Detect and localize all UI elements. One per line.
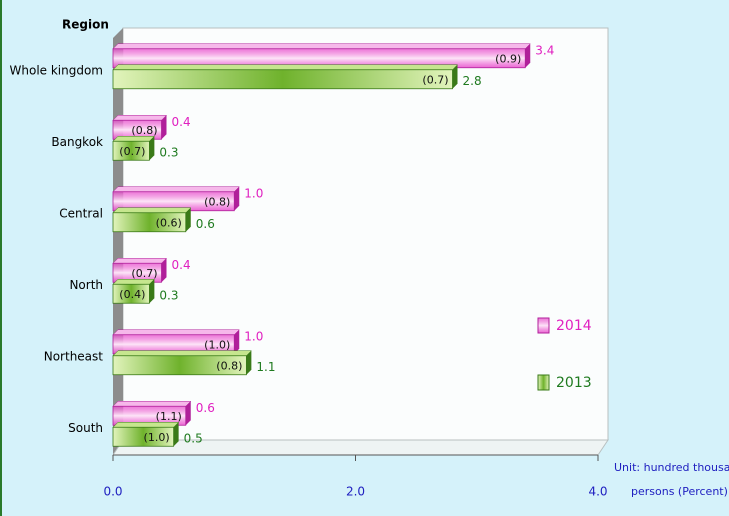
bar-top: [112, 401, 192, 407]
bar-top: [112, 350, 252, 356]
percent-label: (1.1): [156, 410, 182, 423]
bar-side: [161, 115, 167, 140]
bar-top: [112, 329, 240, 335]
side-wall: [113, 28, 123, 455]
bar-top: [112, 186, 240, 192]
percent-label: (1.0): [204, 338, 230, 351]
value-label: 3.4: [535, 43, 554, 57]
percent-label: (0.8): [131, 124, 157, 137]
y-tick-label: Bangkok: [51, 135, 103, 149]
bar-top: [112, 258, 168, 264]
value-label: 0.3: [159, 288, 178, 302]
percent-label: (0.8): [204, 195, 230, 208]
bar-top: [112, 115, 168, 121]
percent-label: (0.8): [216, 359, 242, 372]
value-label: 1.0: [244, 186, 263, 200]
percent-label: (0.9): [495, 52, 521, 65]
value-label: 0.4: [172, 258, 191, 272]
value-label: 2.8: [463, 74, 482, 88]
bar-side: [525, 43, 531, 68]
bar-side: [452, 64, 458, 89]
bar-top: [112, 136, 155, 142]
y-tick-label: Northeast: [44, 349, 104, 363]
percent-label: (1.0): [144, 431, 170, 444]
value-label: 1.1: [256, 360, 275, 374]
bar-side: [149, 279, 155, 304]
value-label: 0.5: [184, 431, 203, 445]
percent-label: (0.7): [119, 145, 145, 158]
value-label: 0.6: [196, 217, 215, 231]
y-tick-label: Central: [59, 206, 103, 220]
bar-side: [246, 350, 252, 375]
unit-note: persons (Percent): [631, 485, 728, 498]
bar-side: [161, 258, 167, 283]
bar-side: [234, 329, 240, 354]
y-tick-label: North: [69, 278, 103, 292]
percent-label: (0.7): [422, 73, 448, 86]
percent-label: (0.6): [156, 216, 182, 229]
bar-side: [149, 136, 155, 161]
y-tick-label: South: [68, 421, 103, 435]
y-tick-label: Whole kingdom: [10, 63, 104, 77]
legend-swatch: [537, 317, 550, 334]
percent-label: (0.7): [131, 267, 157, 280]
bar-side: [185, 207, 191, 232]
bar-top: [112, 207, 192, 213]
x-tick-label: 0.0: [103, 485, 122, 499]
bar-side: [173, 422, 179, 447]
value-label: 0.3: [159, 145, 178, 159]
bar-top: [112, 279, 155, 285]
value-label: 1.0: [244, 329, 263, 343]
legend-swatch: [537, 374, 550, 391]
unit-note: Unit: hundred thousand: [614, 461, 729, 474]
value-label: 0.4: [172, 115, 191, 129]
bar-top: [112, 43, 531, 49]
legend-label: 2014: [556, 318, 592, 334]
percent-label: (0.4): [119, 288, 145, 301]
bar-top: [112, 422, 180, 428]
value-label: 0.6: [196, 401, 215, 415]
back-wall: [122, 27, 609, 441]
x-tick-label: 2.0: [346, 485, 365, 499]
legend-label: 2013: [556, 375, 592, 391]
x-tick-label: 4.0: [588, 485, 607, 499]
bar-top: [112, 64, 459, 70]
bar-side: [234, 186, 240, 211]
bar-side: [185, 401, 191, 426]
y-axis-label: Region: [62, 18, 109, 32]
bar: [112, 69, 453, 90]
